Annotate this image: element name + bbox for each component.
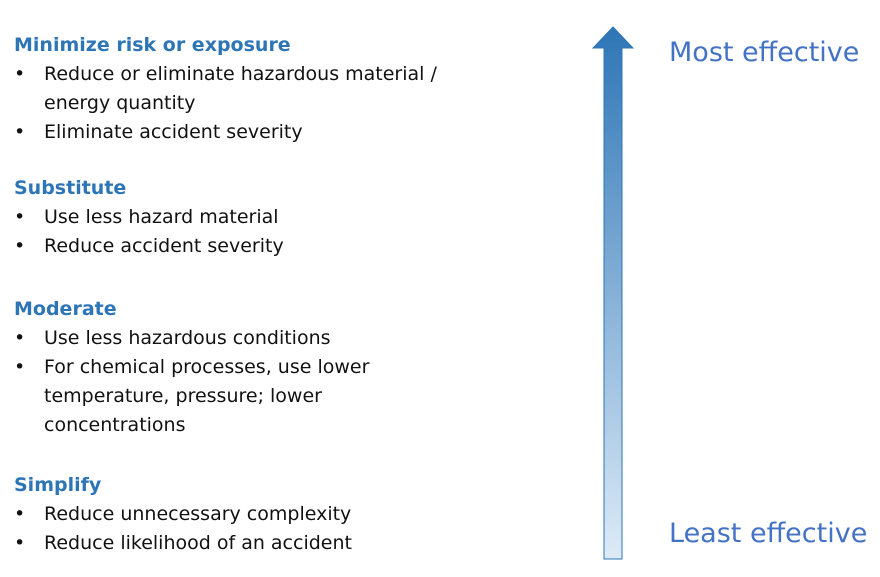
bullet-dot: • (14, 503, 26, 525)
bullet-dot: • (14, 235, 26, 257)
least-effective-label: Least effective (669, 518, 868, 549)
bullet-text-continued: temperature, pressure; lower (44, 385, 322, 407)
bullet-dot: • (14, 532, 26, 554)
bullet-dot: • (14, 356, 26, 378)
bullet-text: Reduce or eliminate hazardous material / (44, 63, 437, 85)
bullet-dot: • (14, 206, 26, 228)
bullet-text: Use less hazard material (44, 206, 279, 228)
bullet-dot: • (14, 63, 26, 85)
bullet-text: Reduce accident severity (44, 235, 284, 257)
bullet-text: Reduce likelihood of an accident (44, 532, 352, 554)
bullet-text: For chemical processes, use lower (44, 356, 370, 378)
bullet-text-continued: concentrations (44, 414, 186, 436)
section-title-substitute: Substitute (14, 177, 127, 199)
section-title-moderate: Moderate (14, 298, 117, 320)
up-arrow-icon (591, 26, 635, 560)
bullet-text: Eliminate accident severity (44, 121, 303, 143)
effectiveness-arrow (591, 26, 635, 560)
section-title-minimize: Minimize risk or exposure (14, 34, 291, 56)
bullet-dot: • (14, 121, 26, 143)
section-title-simplify: Simplify (14, 474, 102, 496)
bullet-text: Reduce unnecessary complexity (44, 503, 352, 525)
bullet-dot: • (14, 327, 26, 349)
bullet-text-continued: energy quantity (44, 92, 196, 114)
most-effective-label: Most effective (669, 37, 860, 68)
bullet-text: Use less hazardous conditions (44, 327, 331, 349)
